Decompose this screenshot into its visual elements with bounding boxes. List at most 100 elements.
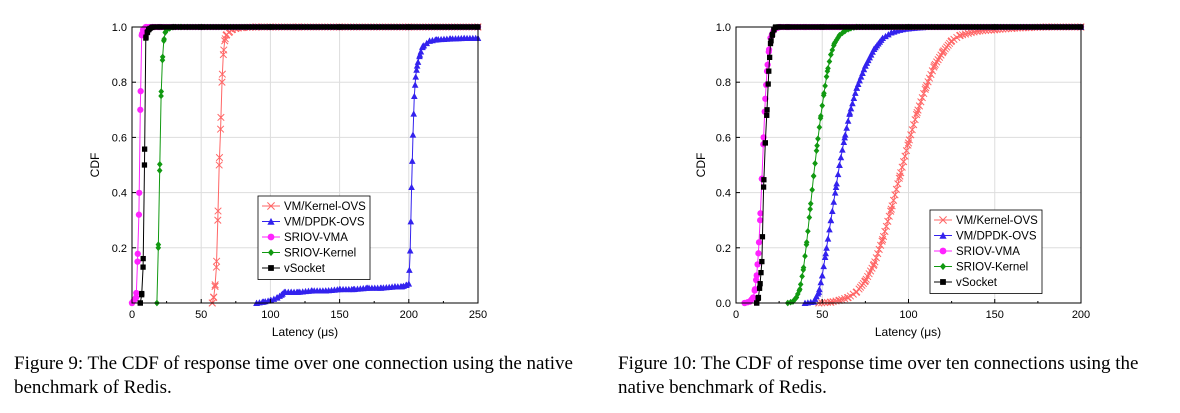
data-point-vm-kernel-ovs: [958, 31, 967, 39]
chart-two-ticks: 0 50 100 150 200 0.0 0.2 0.4 0.6 0.8 1.0: [716, 22, 1090, 321]
data-point-vsocket: [768, 38, 774, 44]
data-point-vsocket: [140, 264, 146, 270]
data-point-sriov-kernel: [812, 160, 818, 167]
data-point-sriov-kernel: [824, 67, 831, 75]
legend-marker-vm-dpdk-ovs: [267, 217, 275, 225]
data-point-vsocket: [764, 107, 770, 113]
data-point-vm-kernel-ovs: [827, 298, 835, 306]
data-point-vm-dpdk-ovs: [426, 37, 433, 44]
data-point-vm-kernel-ovs: [874, 249, 882, 258]
legend-label-vm-kernel-ovs: VM/Kernel-OVS: [956, 215, 1038, 227]
data-point-sriov-kernel: [806, 214, 813, 221]
data-point-vm-kernel-ovs: [215, 161, 223, 169]
legend-label-sriov-kernel: SRIOV-Kernel: [956, 262, 1028, 274]
data-point-sriov-kernel: [810, 172, 817, 180]
data-point-vm-kernel-ovs: [914, 106, 922, 114]
data-point-vm-dpdk-ovs: [406, 266, 413, 273]
data-point-vm-kernel-ovs: [904, 141, 912, 149]
data-point-sriov-vma: [754, 261, 761, 268]
data-point-vm-kernel-ovs: [921, 85, 929, 94]
data-point-sriov-kernel: [156, 167, 163, 174]
data-point-vm-dpdk-ovs: [841, 131, 849, 138]
data-point-vm-kernel-ovs: [925, 74, 934, 82]
data-point-vm-kernel-ovs: [964, 29, 972, 38]
y-tick-label: 1.0: [716, 22, 731, 34]
data-point-sriov-kernel: [841, 27, 848, 35]
data-point-vm-dpdk-ovs: [408, 183, 415, 191]
data-point-sriov-kernel: [800, 266, 807, 274]
data-point-vm-kernel-ovs: [902, 146, 911, 155]
data-point-vm-kernel-ovs: [915, 102, 924, 110]
x-tick-label: 100: [899, 309, 917, 321]
data-point-vm-dpdk-ovs: [416, 51, 424, 58]
data-point-vsocket: [765, 81, 771, 87]
data-point-vsocket: [758, 270, 764, 276]
data-point-vm-kernel-ovs: [967, 29, 975, 37]
data-point-vm-dpdk-ovs: [833, 180, 840, 187]
chart-one-xlabel: Latency (μs): [272, 325, 338, 339]
data-point-vm-kernel-ovs: [870, 260, 878, 269]
data-point-vm-dpdk-ovs: [830, 198, 838, 205]
data-point-vm-dpdk-ovs: [852, 89, 859, 96]
data-point-vm-kernel-ovs: [219, 50, 227, 59]
data-point-vm-kernel-ovs: [218, 78, 226, 86]
data-point-sriov-vma: [753, 272, 760, 279]
data-point-vsocket: [140, 255, 146, 262]
data-point-vm-kernel-ovs: [889, 196, 898, 204]
data-point-sriov-vma: [135, 211, 143, 218]
data-point-sriov-kernel: [797, 285, 803, 293]
data-point-vm-kernel-ovs: [896, 172, 904, 180]
data-point-sriov-vma: [137, 106, 144, 113]
data-point-vm-dpdk-ovs: [287, 288, 295, 295]
data-point-sriov-kernel: [159, 56, 166, 64]
y-tick-label: 0.0: [716, 298, 731, 310]
data-point-vm-kernel-ovs: [956, 31, 964, 39]
data-point-vm-kernel-ovs: [917, 98, 925, 106]
data-point-vm-kernel-ovs: [887, 205, 895, 213]
data-point-sriov-vma: [757, 217, 764, 224]
data-point-sriov-kernel: [790, 298, 796, 305]
data-point-sriov-vma: [751, 286, 759, 293]
data-point-vsocket: [762, 140, 768, 146]
data-point-vm-kernel-ovs: [216, 125, 225, 133]
data-point-vm-kernel-ovs: [927, 70, 935, 79]
data-point-vsocket: [771, 27, 777, 33]
data-point-sriov-kernel: [161, 37, 167, 45]
data-point-vm-dpdk-ovs: [887, 29, 895, 36]
data-point-vm-dpdk-ovs: [824, 235, 832, 242]
data-point-vsocket: [757, 281, 763, 287]
data-point-vm-dpdk-ovs: [823, 244, 830, 251]
y-tick-label: 0.4: [112, 188, 127, 200]
chart-one-grid: [132, 27, 478, 303]
legend-label-sriov-vma: SRIOV-VMA: [956, 246, 1020, 258]
data-point-vm-dpdk-ovs: [406, 247, 414, 254]
data-point-vm-kernel-ovs: [901, 152, 909, 160]
data-point-vsocket: [141, 162, 148, 168]
data-point-vm-kernel-ovs: [930, 61, 939, 70]
data-point-vm-kernel-ovs: [922, 84, 930, 92]
data-point-vm-dpdk-ovs: [846, 109, 854, 116]
legend-marker-sriov-vma: [267, 233, 275, 241]
data-point-vm-dpdk-ovs: [860, 66, 868, 73]
data-point-vm-kernel-ovs: [210, 293, 218, 302]
chart-one-ylabel: CDF: [88, 153, 102, 178]
cdf-chart-ten-connections: 0 50 100 150 200 0.0 0.2 0.4 0.6 0.8 1.0 Latency (…: [694, 22, 1090, 339]
data-point-sriov-kernel: [809, 186, 815, 194]
chart-two-legend: VM/Kernel-OVS VM/DPDK-OVS SRIOV-VMA SRIOV-K…: [929, 209, 1043, 294]
data-point-vm-dpdk-ovs: [447, 35, 454, 42]
data-point-sriov-kernel: [817, 114, 824, 122]
data-point-sriov-kernel: [816, 123, 823, 131]
legend-box: [257, 195, 371, 280]
y-tick-label: 0.6: [112, 132, 127, 144]
data-point-sriov-vma: [750, 294, 757, 301]
data-point-vm-dpdk-ovs: [308, 287, 316, 294]
x-tick-label: 200: [1072, 309, 1090, 321]
data-point-vm-dpdk-ovs: [857, 73, 865, 80]
data-point-vsocket: [761, 177, 767, 183]
data-point-vm-dpdk-ovs: [820, 262, 827, 270]
data-point-vsocket: [766, 54, 773, 60]
data-point-sriov-vma: [134, 258, 141, 265]
data-point-sriov-kernel: [807, 205, 813, 213]
x-tick-label: 150: [986, 309, 1004, 321]
data-point-vm-kernel-ovs: [829, 298, 837, 306]
